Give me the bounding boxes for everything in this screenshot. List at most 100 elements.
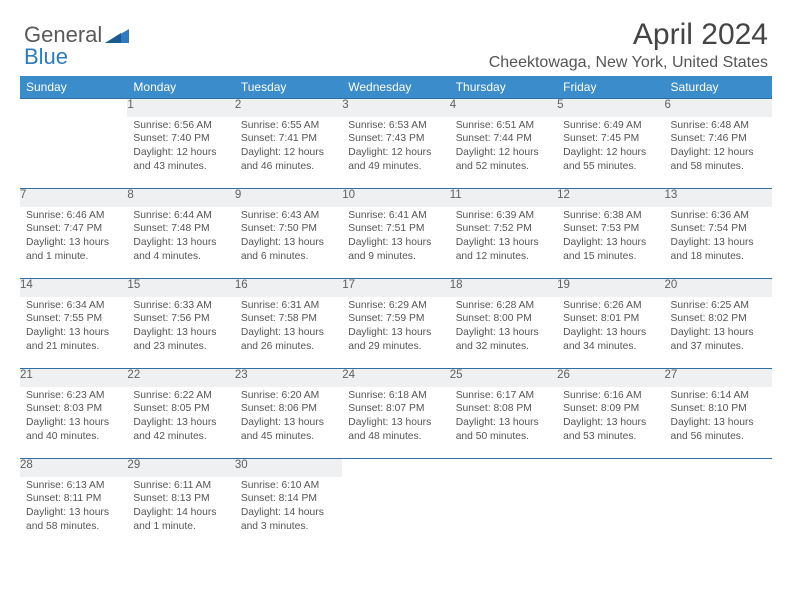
sunset-text: Sunset: 7:43 PM — [348, 132, 443, 146]
day-number: 9 — [235, 189, 342, 207]
day-number — [557, 459, 664, 477]
daylight-text-2: and 49 minutes. — [348, 160, 443, 174]
sunset-text: Sunset: 8:02 PM — [671, 312, 766, 326]
page-header: General Blue April 2024 Cheektowaga, New… — [20, 18, 772, 76]
day-cell — [20, 117, 127, 189]
day-number: 28 — [20, 459, 127, 477]
day-cell-body: Sunrise: 6:51 AMSunset: 7:44 PMDaylight:… — [450, 117, 557, 181]
sunset-text: Sunset: 7:41 PM — [241, 132, 336, 146]
sunset-text: Sunset: 8:14 PM — [241, 492, 336, 506]
day-number — [450, 459, 557, 477]
daylight-text-2: and 58 minutes. — [26, 520, 121, 534]
daylight-text-2: and 56 minutes. — [671, 430, 766, 444]
week-body-row: Sunrise: 6:13 AMSunset: 8:11 PMDaylight:… — [20, 477, 772, 549]
day-number: 18 — [450, 279, 557, 297]
daylight-text-2: and 50 minutes. — [456, 430, 551, 444]
daylight-text-2: and 45 minutes. — [241, 430, 336, 444]
day-number: 7 — [20, 189, 127, 207]
sunrise-text: Sunrise: 6:26 AM — [563, 299, 658, 313]
day-cell-body: Sunrise: 6:29 AMSunset: 7:59 PMDaylight:… — [342, 297, 449, 361]
day-cell-body: Sunrise: 6:23 AMSunset: 8:03 PMDaylight:… — [20, 387, 127, 451]
daylight-text-1: Daylight: 12 hours — [456, 146, 551, 160]
day-cell-body: Sunrise: 6:48 AMSunset: 7:46 PMDaylight:… — [665, 117, 772, 181]
day-cell — [665, 477, 772, 549]
sunrise-text: Sunrise: 6:36 AM — [671, 209, 766, 223]
day-cell-body: Sunrise: 6:55 AMSunset: 7:41 PMDaylight:… — [235, 117, 342, 181]
day-number: 5 — [557, 99, 664, 117]
day-cell: Sunrise: 6:23 AMSunset: 8:03 PMDaylight:… — [20, 387, 127, 459]
day-cell: Sunrise: 6:38 AMSunset: 7:53 PMDaylight:… — [557, 207, 664, 279]
day-cell — [342, 477, 449, 549]
day-cell: Sunrise: 6:10 AMSunset: 8:14 PMDaylight:… — [235, 477, 342, 549]
sunrise-text: Sunrise: 6:39 AM — [456, 209, 551, 223]
sunrise-text: Sunrise: 6:18 AM — [348, 389, 443, 403]
sunrise-text: Sunrise: 6:14 AM — [671, 389, 766, 403]
day-number — [342, 459, 449, 477]
day-number: 4 — [450, 99, 557, 117]
day-cell-body: Sunrise: 6:20 AMSunset: 8:06 PMDaylight:… — [235, 387, 342, 451]
daylight-text-2: and 15 minutes. — [563, 250, 658, 264]
day-cell-body: Sunrise: 6:10 AMSunset: 8:14 PMDaylight:… — [235, 477, 342, 541]
sunrise-text: Sunrise: 6:49 AM — [563, 119, 658, 133]
daylight-text-1: Daylight: 13 hours — [563, 326, 658, 340]
sunset-text: Sunset: 7:48 PM — [133, 222, 228, 236]
daylight-text-2: and 3 minutes. — [241, 520, 336, 534]
daylight-text-1: Daylight: 12 hours — [133, 146, 228, 160]
sunrise-text: Sunrise: 6:53 AM — [348, 119, 443, 133]
daylight-text-2: and 53 minutes. — [563, 430, 658, 444]
day-cell-body: Sunrise: 6:22 AMSunset: 8:05 PMDaylight:… — [127, 387, 234, 451]
day-cell: Sunrise: 6:41 AMSunset: 7:51 PMDaylight:… — [342, 207, 449, 279]
day-number: 24 — [342, 369, 449, 387]
daylight-text-2: and 43 minutes. — [133, 160, 228, 174]
day-cell-body: Sunrise: 6:26 AMSunset: 8:01 PMDaylight:… — [557, 297, 664, 361]
sunrise-text: Sunrise: 6:38 AM — [563, 209, 658, 223]
sunrise-text: Sunrise: 6:23 AM — [26, 389, 121, 403]
day-number: 25 — [450, 369, 557, 387]
sunrise-text: Sunrise: 6:56 AM — [133, 119, 228, 133]
day-number: 2 — [235, 99, 342, 117]
day-number: 22 — [127, 369, 234, 387]
day-cell-body: Sunrise: 6:17 AMSunset: 8:08 PMDaylight:… — [450, 387, 557, 451]
week-body-row: Sunrise: 6:56 AMSunset: 7:40 PMDaylight:… — [20, 117, 772, 189]
sunrise-text: Sunrise: 6:25 AM — [671, 299, 766, 313]
day-cell: Sunrise: 6:14 AMSunset: 8:10 PMDaylight:… — [665, 387, 772, 459]
daylight-text-1: Daylight: 13 hours — [348, 236, 443, 250]
sunset-text: Sunset: 7:45 PM — [563, 132, 658, 146]
day-number: 20 — [665, 279, 772, 297]
daylight-text-2: and 34 minutes. — [563, 340, 658, 354]
daylight-text-2: and 32 minutes. — [456, 340, 551, 354]
daylight-text-1: Daylight: 13 hours — [671, 236, 766, 250]
sunrise-text: Sunrise: 6:20 AM — [241, 389, 336, 403]
day-cell: Sunrise: 6:28 AMSunset: 8:00 PMDaylight:… — [450, 297, 557, 369]
brand-word2: Blue — [24, 44, 68, 69]
day-number: 14 — [20, 279, 127, 297]
daylight-text-2: and 46 minutes. — [241, 160, 336, 174]
daylight-text-1: Daylight: 13 hours — [671, 416, 766, 430]
sunset-text: Sunset: 8:00 PM — [456, 312, 551, 326]
day-cell: Sunrise: 6:18 AMSunset: 8:07 PMDaylight:… — [342, 387, 449, 459]
day-cell: Sunrise: 6:39 AMSunset: 7:52 PMDaylight:… — [450, 207, 557, 279]
day-cell-body: Sunrise: 6:18 AMSunset: 8:07 PMDaylight:… — [342, 387, 449, 451]
sunset-text: Sunset: 7:47 PM — [26, 222, 121, 236]
sunrise-text: Sunrise: 6:48 AM — [671, 119, 766, 133]
day-cell-body: Sunrise: 6:39 AMSunset: 7:52 PMDaylight:… — [450, 207, 557, 271]
daylight-text-1: Daylight: 13 hours — [456, 416, 551, 430]
day-cell-body: Sunrise: 6:56 AMSunset: 7:40 PMDaylight:… — [127, 117, 234, 181]
sunrise-text: Sunrise: 6:22 AM — [133, 389, 228, 403]
day-cell — [557, 477, 664, 549]
daylight-text-2: and 23 minutes. — [133, 340, 228, 354]
day-number: 16 — [235, 279, 342, 297]
sunrise-text: Sunrise: 6:46 AM — [26, 209, 121, 223]
day-cell: Sunrise: 6:13 AMSunset: 8:11 PMDaylight:… — [20, 477, 127, 549]
day-cell-body: Sunrise: 6:16 AMSunset: 8:09 PMDaylight:… — [557, 387, 664, 451]
day-number: 27 — [665, 369, 772, 387]
daylight-text-2: and 52 minutes. — [456, 160, 551, 174]
day-cell-body: Sunrise: 6:44 AMSunset: 7:48 PMDaylight:… — [127, 207, 234, 271]
sunrise-text: Sunrise: 6:10 AM — [241, 479, 336, 493]
day-cell: Sunrise: 6:44 AMSunset: 7:48 PMDaylight:… — [127, 207, 234, 279]
daylight-text-1: Daylight: 13 hours — [241, 416, 336, 430]
weekday-header: Saturday — [665, 76, 772, 99]
sunset-text: Sunset: 7:46 PM — [671, 132, 766, 146]
day-cell: Sunrise: 6:20 AMSunset: 8:06 PMDaylight:… — [235, 387, 342, 459]
day-cell-body: Sunrise: 6:34 AMSunset: 7:55 PMDaylight:… — [20, 297, 127, 361]
